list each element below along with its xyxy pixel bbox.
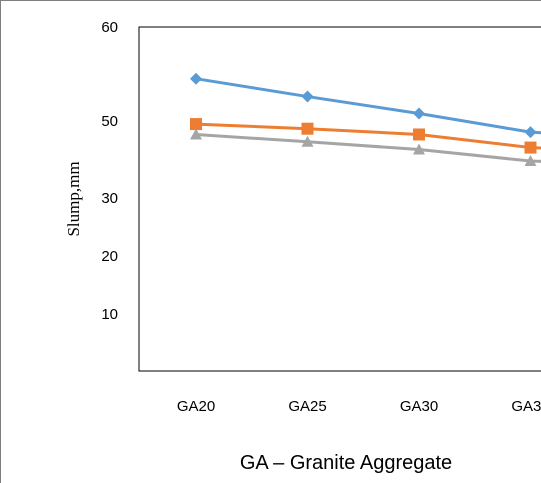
series-3 [190,128,541,167]
series-2 [190,118,541,154]
y-tick-label: 20 [101,248,118,265]
series-2-point [524,141,537,154]
series-1-point [190,72,202,85]
series-2-point [413,128,425,141]
series-1-point [524,126,537,139]
x-axis-title: GA – Granite Aggregate [240,452,452,474]
series-layer [190,72,541,167]
series-1 [190,72,541,139]
y-axis-title: Slump,mm [64,161,83,236]
x-tick-label: GA30 [400,398,438,415]
y-tick-label: 50 [101,113,118,130]
x-tick-label: GA25 [288,398,326,415]
series-2-point [190,118,202,131]
series-3-point [413,143,425,155]
series-3-point [301,135,314,147]
y-tick-label: 60 [101,19,118,36]
series-2-point [301,122,314,135]
plot-area [138,26,541,372]
series-1-point [413,107,425,120]
series-1-point [301,90,314,103]
x-tick-label: GA20 [177,398,215,415]
y-tick-label: 30 [101,190,118,207]
series-3-point [190,128,202,140]
x-axis-tick-labels: GA20 GA25 GA30 GA35 [177,398,541,415]
y-axis-tick-labels: 10 20 30 50 60 [101,19,118,323]
x-tick-label: GA35 [511,398,541,415]
y-tick-label: 10 [101,306,118,323]
series-3-point [524,155,537,167]
